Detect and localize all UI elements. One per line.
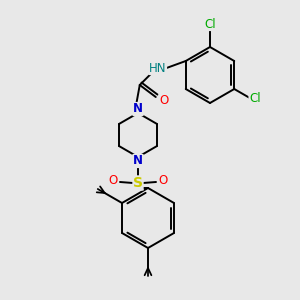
Text: O: O (158, 173, 168, 187)
Text: Cl: Cl (204, 17, 216, 31)
Text: HN: HN (149, 61, 166, 74)
Text: N: N (133, 154, 143, 167)
Text: N: N (133, 103, 143, 116)
Text: O: O (108, 173, 118, 187)
Text: Cl: Cl (249, 92, 261, 104)
Text: O: O (159, 94, 168, 107)
Text: S: S (133, 176, 143, 190)
